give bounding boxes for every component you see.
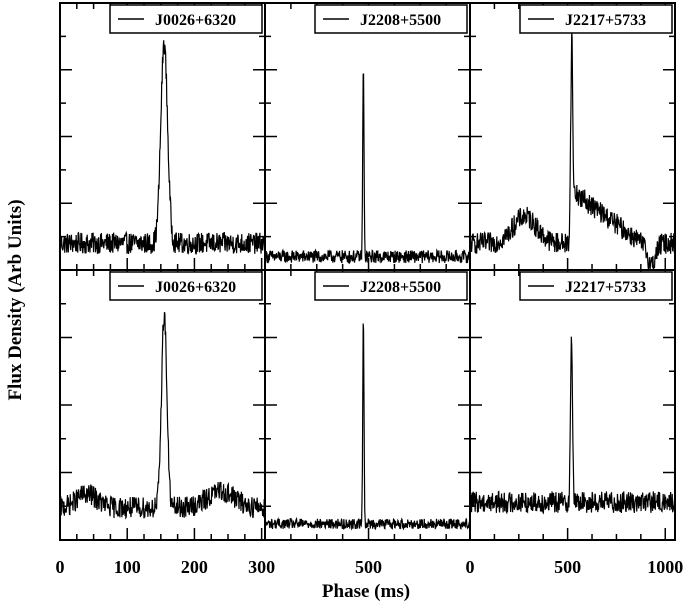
panel-1-1: J2208+5500 — [264, 269, 471, 541]
panel-1-0: J0026+6320 — [59, 269, 266, 541]
panel-frame — [264, 269, 471, 541]
legend-label: J2217+5733 — [565, 279, 646, 296]
panel-0-2: J2217+5733 — [469, 2, 676, 271]
legend-label: J0026+6320 — [155, 279, 236, 296]
series-line-J0026+6320 — [59, 40, 266, 256]
x-tick-label: 200 — [181, 557, 208, 577]
series-line-J2217+5733 — [469, 336, 676, 515]
panel-frame — [264, 2, 471, 271]
x-tick-label: 0 — [56, 557, 65, 577]
x-tick-label: 0 — [466, 557, 475, 577]
panel-1-2: J2217+5733 — [469, 269, 676, 541]
series-line-J2217+5733 — [469, 30, 676, 270]
panel-frame — [59, 2, 266, 271]
series-line-J0026+6320 — [59, 311, 266, 520]
x-tick-label: 500 — [554, 557, 581, 577]
x-tick-label: 300 — [248, 557, 275, 577]
legend-label: J0026+6320 — [155, 12, 236, 29]
panel-0-1: J2208+5500 — [264, 2, 471, 271]
legend-label: J2217+5733 — [565, 12, 646, 29]
y-axis-title: Flux Density (Arb Units) — [5, 199, 26, 400]
x-tick-label: 500 — [355, 557, 382, 577]
panel-0-0: J0026+6320 — [59, 2, 266, 271]
series-line-J2208+5500 — [264, 323, 471, 531]
x-tick-label: 100 — [114, 557, 141, 577]
x-axis-title: Phase (ms) — [322, 581, 410, 602]
x-tick-label: 1000 — [647, 557, 683, 577]
series-line-J2208+5500 — [264, 73, 471, 265]
legend-label: J2208+5500 — [360, 279, 441, 296]
legend-label: J2208+5500 — [360, 12, 441, 29]
